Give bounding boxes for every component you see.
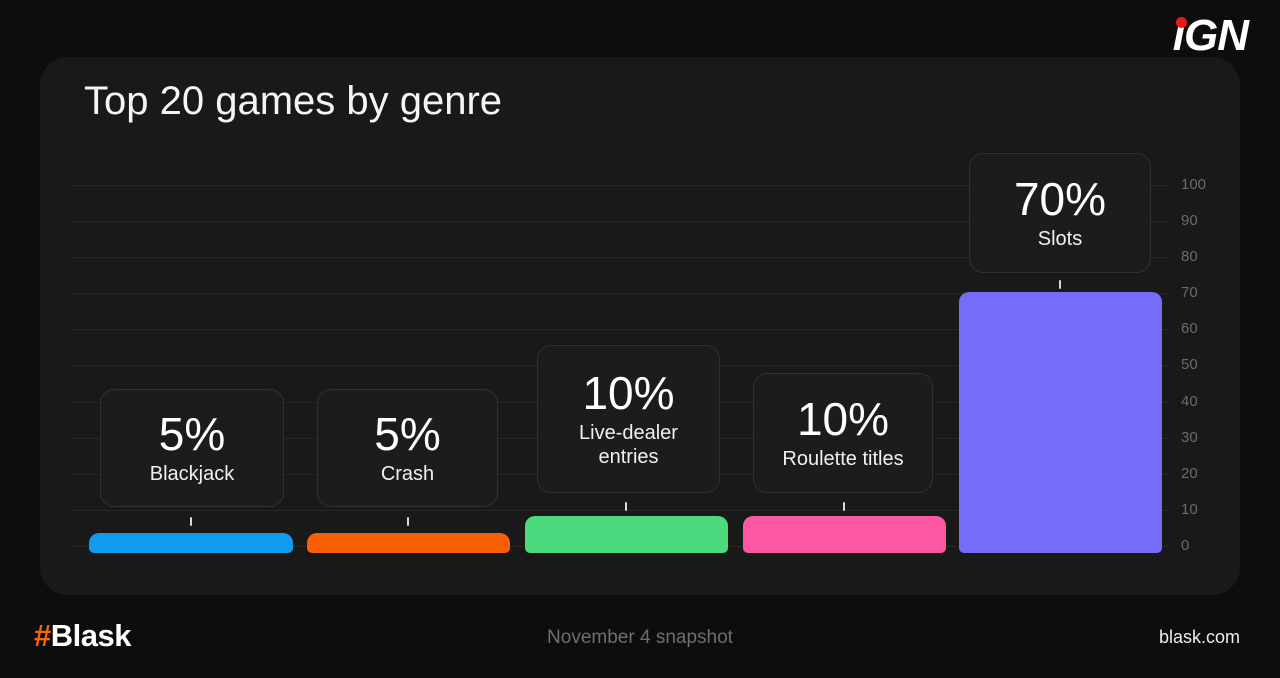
blask-hash-icon: #: [34, 618, 51, 653]
value-blackjack: 5%: [158, 407, 226, 460]
blask-logo-text: Blask: [50, 618, 132, 653]
ytick-60: 60: [1181, 320, 1198, 337]
pointer-tick-live-dealer: [625, 502, 627, 511]
ign-red-dot-icon: [1175, 17, 1187, 28]
category-crash: Crash: [380, 463, 435, 486]
bar-roulette: [743, 516, 946, 553]
category-roulette: Roulette titles: [782, 448, 904, 471]
value-roulette: 10%: [796, 392, 890, 445]
gridline-70: [70, 293, 1168, 294]
ytick-90: 90: [1181, 212, 1198, 229]
category-live-dealer: Live-dealer entries: [579, 422, 678, 469]
site-url: blask.com: [1158, 627, 1240, 647]
gridline-60: [70, 329, 1168, 330]
category-blackjack: Blackjack: [149, 463, 235, 486]
pointer-tick-blackjack: [190, 517, 192, 526]
value-slots: 70%: [1013, 172, 1107, 225]
pointer-tick-slots: [1059, 280, 1061, 289]
pointer-tick-roulette: [843, 502, 845, 511]
label-card-slots: 70% Slots: [969, 153, 1151, 273]
ytick-70: 70: [1181, 284, 1198, 301]
bar-slots: [959, 292, 1162, 553]
gridline-80: [70, 257, 1168, 258]
chart-title: Top 20 games by genre: [84, 79, 503, 123]
label-card-crash: 5% Crash: [317, 389, 498, 507]
bar-crash: [307, 533, 510, 553]
ign-logo: ı GN: [1173, 10, 1249, 62]
ytick-30: 30: [1181, 429, 1198, 446]
plot-area: 100 90 80 70 60 50 40 30 20 10 0: [40, 57, 1240, 595]
footer: #Blask November 4 snapshot blask.com: [0, 595, 1280, 678]
ytick-0: 0: [1181, 537, 1190, 554]
category-slots: Slots: [1037, 228, 1083, 251]
value-live-dealer: 10%: [582, 366, 675, 419]
bar-blackjack: [89, 533, 293, 553]
pointer-tick-crash: [407, 517, 409, 526]
label-card-blackjack: 5% Blackjack: [100, 389, 284, 507]
snapshot-caption: November 4 snapshot: [547, 627, 733, 648]
gridline-90: [70, 221, 1168, 222]
ytick-80: 80: [1181, 248, 1198, 265]
value-crash: 5%: [374, 407, 441, 460]
label-card-roulette: 10% Roulette titles: [753, 373, 933, 493]
ytick-20: 20: [1181, 465, 1198, 482]
label-card-live-dealer: 10% Live-dealer entries: [537, 345, 720, 493]
ytick-100: 100: [1181, 176, 1207, 193]
gridline-100: [70, 185, 1168, 186]
chart-card: Top 20 games by genre 100 90 80 70 60 50…: [40, 57, 1240, 595]
ign-logo-i: ı: [1173, 10, 1187, 62]
ytick-10: 10: [1181, 501, 1198, 518]
ytick-50: 50: [1181, 356, 1198, 373]
gridline-10: [70, 510, 1168, 511]
ytick-40: 40: [1181, 393, 1198, 410]
bar-live-dealer: [525, 516, 728, 553]
ign-logo-gn: GN: [1184, 11, 1249, 60]
blask-logo: #Blask: [34, 619, 131, 653]
